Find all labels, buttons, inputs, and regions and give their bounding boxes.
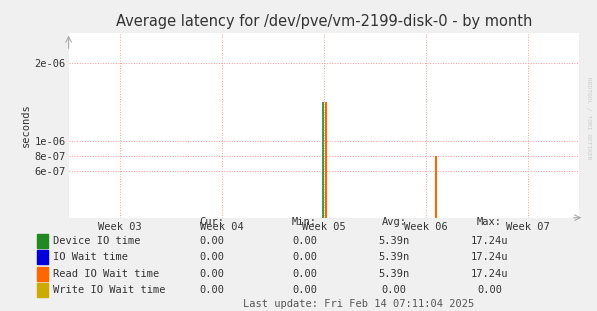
Text: Device IO time: Device IO time	[53, 236, 140, 246]
Text: Min:: Min:	[292, 217, 317, 227]
Text: 0.00: 0.00	[199, 285, 224, 295]
Text: 0.00: 0.00	[199, 236, 224, 246]
Text: Last update: Fri Feb 14 07:11:04 2025: Last update: Fri Feb 14 07:11:04 2025	[242, 299, 474, 309]
Text: Read IO Wait time: Read IO Wait time	[53, 269, 159, 279]
Text: 5.39n: 5.39n	[378, 269, 410, 279]
Text: 17.24u: 17.24u	[471, 252, 508, 262]
Text: 5.39n: 5.39n	[378, 236, 410, 246]
Text: 0.00: 0.00	[292, 252, 317, 262]
Text: IO Wait time: IO Wait time	[53, 252, 128, 262]
Text: 0.00: 0.00	[292, 285, 317, 295]
Text: 5.39n: 5.39n	[378, 252, 410, 262]
Text: 17.24u: 17.24u	[471, 269, 508, 279]
Text: 0.00: 0.00	[292, 269, 317, 279]
Title: Average latency for /dev/pve/vm-2199-disk-0 - by month: Average latency for /dev/pve/vm-2199-dis…	[116, 14, 532, 29]
Text: Write IO Wait time: Write IO Wait time	[53, 285, 165, 295]
Text: Max:: Max:	[477, 217, 502, 227]
Text: 17.24u: 17.24u	[471, 236, 508, 246]
Text: Avg:: Avg:	[381, 217, 407, 227]
Text: 0.00: 0.00	[199, 269, 224, 279]
Text: Cur:: Cur:	[199, 217, 224, 227]
Text: 0.00: 0.00	[381, 285, 407, 295]
Text: 0.00: 0.00	[199, 252, 224, 262]
Y-axis label: seconds: seconds	[20, 103, 30, 147]
Text: RRDTOOL / TOBI OETIKER: RRDTOOL / TOBI OETIKER	[587, 77, 592, 160]
Text: 0.00: 0.00	[477, 285, 502, 295]
Text: 0.00: 0.00	[292, 236, 317, 246]
